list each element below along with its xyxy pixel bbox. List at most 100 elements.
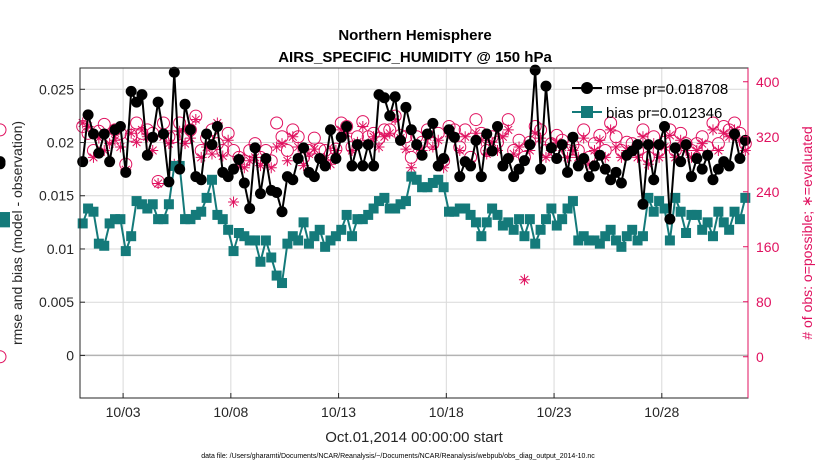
rmse-point [524, 139, 536, 151]
bias-point [287, 231, 298, 242]
rmse-point [405, 124, 417, 136]
rmse-point [707, 174, 719, 186]
rmse-point [567, 131, 579, 143]
bias-point [341, 209, 352, 220]
bias-point [320, 241, 331, 252]
bias-point [734, 214, 745, 225]
rmse-point [475, 171, 487, 183]
bias-point [250, 235, 261, 246]
rmse-point [136, 89, 148, 101]
rmse-point [260, 152, 272, 164]
rmse-point [481, 128, 493, 140]
obs-evaluated-point [325, 158, 336, 170]
bias-point [120, 246, 131, 257]
y-tick-label-left: 0.01 [47, 241, 74, 257]
obs-evaluated-point [87, 151, 99, 163]
rmse-point [729, 128, 741, 140]
bias-point [93, 238, 104, 249]
bias-point [605, 224, 616, 235]
bias-point [557, 214, 568, 225]
bias-point [664, 235, 675, 246]
bias-point [492, 209, 503, 220]
obs-evaluated-point [599, 151, 611, 163]
bias-point [724, 224, 735, 235]
rmse-point [319, 160, 331, 172]
rmse-point [351, 139, 363, 151]
rmse-point [174, 163, 186, 175]
obs-evaluated-point [276, 138, 288, 150]
bias-point [147, 199, 158, 210]
obs-evaluated-point [384, 127, 396, 139]
obs-evaluated-point [244, 155, 256, 167]
obs-evaluated-point [77, 117, 89, 129]
bias-point [233, 228, 244, 238]
rmse-point [335, 131, 347, 143]
obs-evaluated-point [551, 136, 563, 148]
bias-point [643, 192, 654, 203]
bias-point [271, 270, 282, 281]
bias-point [373, 196, 384, 207]
obs-evaluated-point [346, 145, 358, 156]
rmse-point [675, 156, 687, 168]
obs-evaluated-point [335, 124, 347, 136]
bias-point [433, 174, 444, 185]
rmse-point [0, 158, 6, 170]
obs-evaluated-point [298, 160, 310, 172]
bias-point [718, 217, 729, 228]
obs-possible-point [130, 116, 144, 130]
rmse-point [368, 160, 380, 172]
bias-point [444, 206, 455, 217]
obs-evaluated-point [508, 148, 520, 160]
rmse-point [642, 139, 654, 151]
bias-point [400, 196, 411, 207]
obs-evaluated-point [163, 138, 175, 150]
legend-bias-marker [581, 106, 593, 118]
obs-evaluated-point [578, 132, 590, 144]
obs-evaluated-point [696, 138, 708, 150]
obs-evaluated-point [594, 134, 606, 146]
rmse-point [228, 163, 240, 175]
bias-point [363, 209, 374, 220]
bias-point [427, 177, 438, 188]
obs-evaluated-point [136, 124, 148, 136]
obs-evaluated-point [389, 114, 401, 126]
obs-evaluated-point [271, 141, 283, 153]
obs-evaluated-point [438, 162, 450, 174]
bias-point [158, 214, 169, 225]
x-tick-label: 10/18 [429, 404, 464, 420]
axis-ticks: 10/03 10/08 10/13 10/18 10/23 10/28 0 0.005 0.01… [39, 68, 780, 420]
x-axis-label: Oct.01,2014 00:00:00 start [325, 429, 503, 446]
bias-point [352, 214, 363, 225]
rmse-point [400, 101, 412, 113]
bias-point [729, 206, 740, 217]
rmse-point [696, 163, 708, 175]
obs-evaluated-point [615, 151, 627, 163]
obs-evaluated-point [540, 151, 552, 163]
obs-evaluated-point [588, 145, 600, 156]
obs-evaluated-point [98, 145, 110, 156]
obs-evaluated-point [529, 127, 541, 139]
rmse-point [346, 160, 358, 172]
rmse-point [179, 98, 191, 110]
rmse-point [438, 152, 450, 164]
bias-point [390, 203, 401, 214]
bias-point [201, 192, 212, 203]
rmse-point [653, 139, 665, 151]
obs-evaluated-point [254, 160, 266, 172]
rmse-point [632, 139, 644, 151]
bias-point [611, 235, 622, 246]
obs-evaluated-point [104, 138, 116, 150]
rmse-point [330, 152, 342, 164]
obs-evaluated-point [131, 136, 143, 148]
rmse-point [470, 134, 482, 146]
rmse-point [308, 171, 320, 183]
bias-point [713, 206, 724, 217]
obs-evaluated-point [605, 124, 617, 136]
bias-point [659, 203, 670, 214]
bias-point [223, 224, 234, 235]
obs-evaluated-point [632, 151, 644, 163]
obs-evaluated-point [513, 141, 525, 153]
bias-point [126, 231, 137, 242]
bias-point [637, 231, 648, 242]
obs-evaluated-point [502, 124, 514, 136]
